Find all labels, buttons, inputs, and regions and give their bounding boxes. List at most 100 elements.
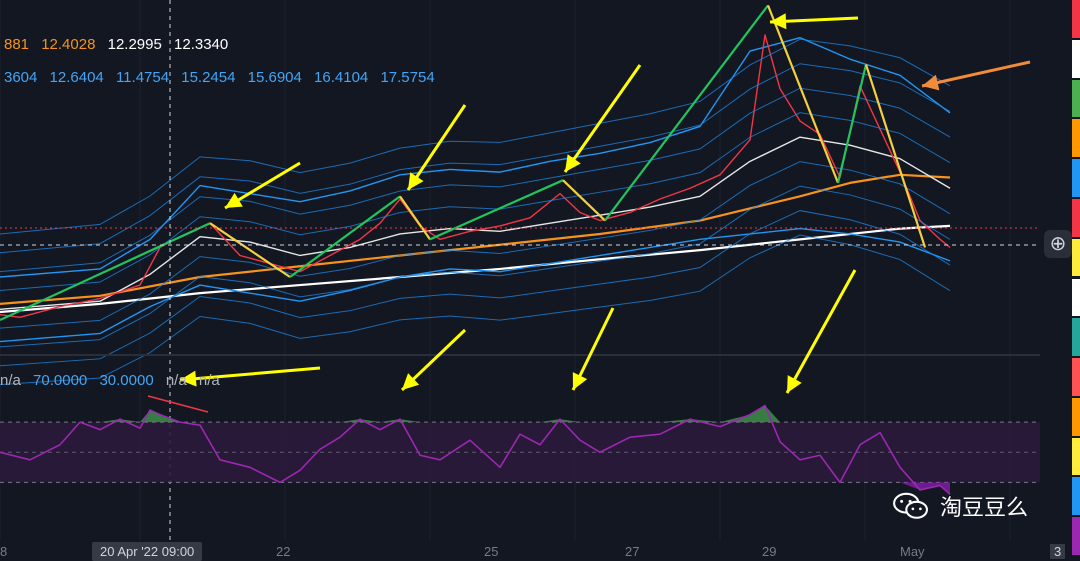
envelope-band-0-lower <box>0 161 951 329</box>
rsi-legend-value-1: 70.0000 <box>33 372 88 389</box>
right-stripe-7 <box>1072 278 1080 317</box>
arrow-3-head <box>565 154 581 172</box>
watermark: 淘豆豆么 <box>892 490 1028 522</box>
watermark-text: 淘豆豆么 <box>940 496 1029 521</box>
envelope-band-2-upper <box>0 63 951 254</box>
arrow-5 <box>921 60 1031 91</box>
plus-circle-icon[interactable]: ⊕ <box>1044 230 1072 258</box>
right-stripe-4 <box>1072 159 1080 197</box>
series-line-4 <box>0 227 951 343</box>
envelope-band-0-upper <box>0 112 951 291</box>
trend-line-8 <box>836 64 868 184</box>
legend-row2-value-2: 11.4754 <box>115 69 170 86</box>
rsi-arrow-2-head <box>402 373 420 390</box>
rsi-series <box>0 395 951 496</box>
legend-row2-value-3: 15.2454 <box>181 69 236 86</box>
x-tick-6: May <box>900 544 925 559</box>
rsi-annotation-arrows <box>179 269 857 394</box>
legend-row1-value-2: 12.2995 <box>107 36 162 53</box>
rsi-arrow-3-head <box>572 372 588 390</box>
arrow-1 <box>224 161 301 210</box>
rsi-legend-value-0: n/a <box>0 372 21 389</box>
rsi-arrow-2 <box>400 328 467 392</box>
legend-row-1: 881 12.4028 12.2995 12.3340 <box>4 36 236 53</box>
envelope-band-1-lower <box>0 185 951 348</box>
right-stripe-10 <box>1072 397 1080 436</box>
arrow-5-head <box>922 74 940 91</box>
trend-line-6 <box>604 4 769 222</box>
legend-row2-value-4: 15.6904 <box>247 69 302 86</box>
right-stripe-1 <box>1072 39 1080 78</box>
envelope-band-3-lower <box>0 234 951 386</box>
series-line-3 <box>0 36 951 278</box>
rsi-arrow-4-head <box>787 375 802 393</box>
legend-row2-value-1: 12.6404 <box>49 69 104 86</box>
trend-line-9 <box>864 64 927 248</box>
arrow-2 <box>406 104 467 191</box>
legend-row2-value-5: 16.4104 <box>314 69 369 86</box>
rsi-legend-value-3: n/a <box>165 372 187 389</box>
arrow-2-shaft <box>406 104 467 191</box>
x-tick-0: 8 <box>0 544 8 559</box>
rsi-legend-value-2: 30.0000 <box>99 372 154 389</box>
trend-line-2 <box>289 195 401 278</box>
right-stripe-6 <box>1072 238 1080 277</box>
rsi-overbought-fill <box>0 405 950 423</box>
rsi-arrow-4-shaft <box>785 269 857 394</box>
rsi-arrow-1 <box>179 366 321 387</box>
x-tick-5: 29 <box>762 544 777 559</box>
right-stripe-3 <box>1072 119 1080 158</box>
x-tick-4: 27 <box>625 544 640 559</box>
right-stripe-9 <box>1072 358 1080 396</box>
annotation-arrows <box>224 13 1031 210</box>
series-line-1 <box>0 173 951 305</box>
trend-line-5 <box>562 179 606 222</box>
right-stripe-13 <box>1072 517 1080 555</box>
trend-line-3 <box>399 195 431 240</box>
series-line-2 <box>0 136 951 310</box>
rsi-divergence-line <box>147 395 209 413</box>
right-stripe-5 <box>1072 198 1080 237</box>
arrow-5-shaft <box>921 60 1031 88</box>
legend-row2-value-6: 17.5754 <box>380 69 435 86</box>
trend-line-0 <box>0 222 211 322</box>
price-chart-svg[interactable] <box>0 0 1040 557</box>
main-series <box>0 34 951 386</box>
x-tick-7: 3 <box>1050 544 1066 559</box>
main-grid <box>0 0 1011 540</box>
wechat-icon <box>893 492 928 519</box>
rsi-arrow-1-head <box>180 370 197 387</box>
rsi-arrow-3 <box>571 307 615 391</box>
arrow-4-head <box>770 13 787 30</box>
rsi-arrow-4 <box>785 269 857 394</box>
legend-row1-value-3: 12.3340 <box>174 36 229 53</box>
x-tick-3: 25 <box>484 544 499 559</box>
trend-line-1 <box>209 222 291 278</box>
envelope-band-3-upper <box>0 38 951 235</box>
rsi-line <box>0 404 951 496</box>
legend-row2-value-0: 3604 <box>4 69 38 86</box>
rsi-arrow-1-shaft <box>179 366 321 382</box>
x-tick-crosshair-label: 20 Apr '22 09:00 <box>92 542 203 561</box>
trend-lines <box>0 4 927 322</box>
rsi-oversold-fill <box>0 482 950 495</box>
arrow-3 <box>563 64 642 173</box>
right-stripe-2 <box>1072 79 1080 118</box>
arrow-3-shaft <box>563 64 642 173</box>
trend-line-4 <box>429 179 564 241</box>
series-line-0 <box>0 224 951 314</box>
right-stripe-12 <box>1072 477 1080 516</box>
arrow-2-head <box>408 172 424 190</box>
arrow-1-head <box>225 192 243 208</box>
legend-row-2: 3604 12.6404 11.4754 15.2454 15.6904 16.… <box>4 69 443 86</box>
arrow-4 <box>769 13 859 30</box>
trend-line-7 <box>766 4 840 184</box>
rsi-legend-value-4: n/a <box>198 372 220 389</box>
rsi-pane <box>0 421 1040 483</box>
right-stripe-11 <box>1072 437 1080 476</box>
legend-row1-value-1: 12.4028 <box>41 36 96 53</box>
rsi-legend: n/a 70.0000 30.0000 n/a n/a <box>0 372 228 389</box>
legend-row1-value-0: 881 <box>4 36 30 53</box>
right-stripe-8 <box>1072 318 1080 357</box>
